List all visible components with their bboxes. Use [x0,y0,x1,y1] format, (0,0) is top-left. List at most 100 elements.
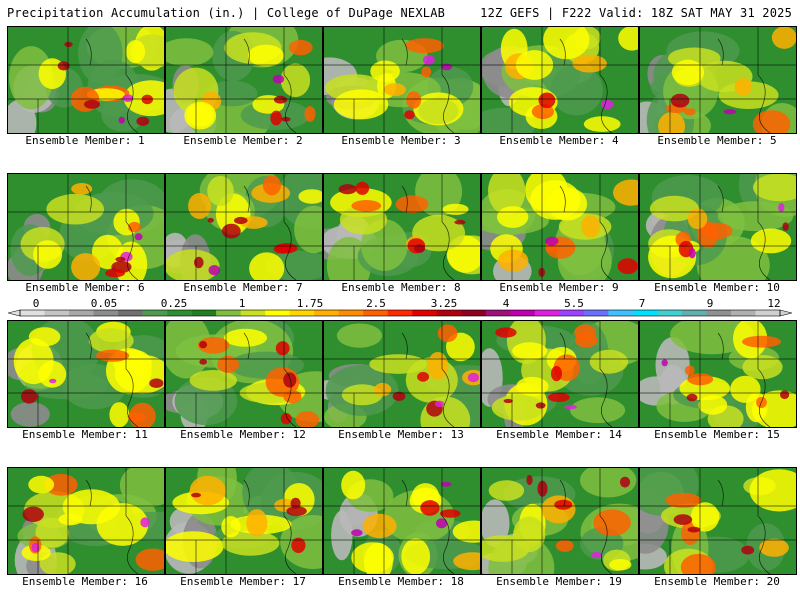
precip-field [8,468,164,574]
precip-field [482,468,638,574]
colorbar-tick-label: 1.75 [297,297,324,310]
ensemble-member-label: Ensemble Member: 10 [654,281,780,294]
ensemble-member-map [165,467,323,575]
colorbar-swatch [167,310,192,316]
colorbar-swatch [216,310,241,316]
colorbar-swatch [681,310,707,316]
colorbar-swatch [608,310,634,316]
ensemble-member-label: Ensemble Member: 7 [183,281,303,294]
colorbar-swatch [583,310,609,316]
colorbar-swatch [657,310,683,316]
colorbar-swatch [755,310,781,316]
precip-field [482,174,638,280]
ensemble-member-map [639,320,797,428]
ensemble-member-label: Ensemble Member: 20 [654,575,780,588]
precip-field [166,468,322,574]
precip-field [324,321,480,427]
ensemble-member-map [323,173,481,281]
colorbar-tick-label: 2.5 [366,297,386,310]
colorbar-tick-label: 5.5 [564,297,584,310]
colorbar-swatch [265,310,290,316]
colorbar-swatch [461,310,487,316]
precip-field [482,27,638,133]
ensemble-member-label: Ensemble Member: 1 [25,134,145,147]
colorbar-swatch [69,310,94,316]
colorbar-tick-label: 9 [707,297,714,310]
ensemble-member-label: Ensemble Member: 12 [180,428,306,441]
ensemble-member-label: Ensemble Member: 11 [22,428,148,441]
ensemble-member-map [323,320,481,428]
colorbar-swatch [44,310,70,316]
colorbar-swatch [93,310,119,316]
precip-field [8,174,164,280]
ensemble-member-map [165,320,323,428]
ensemble-member-map [7,26,165,134]
colorbar-swatch [191,310,217,316]
ensemble-member-label: Ensemble Member: 17 [180,575,306,588]
precip-field [482,321,638,427]
colorbar-svg: 0 0.05 0.25 1 1.75 2.5 3.25 4 5.5 7 9 12 [8,297,792,317]
colorbar-tick-label: 12 [767,297,780,310]
colorbar-swatch [412,310,438,316]
precip-field [8,321,164,427]
ensemble-member-map [481,320,639,428]
precip-field [324,27,480,133]
ensemble-member-map [481,467,639,575]
colorbar-swatch [338,310,364,316]
precip-field [640,27,796,133]
ensemble-member-map [481,173,639,281]
colorbar-swatch [510,310,536,316]
ensemble-member-map [165,173,323,281]
colorbar-tick-label: 1 [239,297,246,310]
colorbar-swatch [632,310,658,316]
colorbar-tick-label: 0.05 [91,297,118,310]
ensemble-member-map [481,26,639,134]
ensemble-member-label: Ensemble Member: 16 [22,575,148,588]
colorbar-swatch [730,310,756,316]
ensemble-member-map [7,320,165,428]
precip-field [324,468,480,574]
ensemble-member-label: Ensemble Member: 4 [499,134,619,147]
colorbar-swatch [485,310,511,316]
colorbar-swatch [534,310,560,316]
ensemble-member-label: Ensemble Member: 18 [338,575,464,588]
ensemble-member-label: Ensemble Member: 5 [657,134,777,147]
ensemble-member-map [639,173,797,281]
ensemble-member-label: Ensemble Member: 9 [499,281,619,294]
colorbar-swatch [118,310,143,316]
colorbar-swatch [289,310,315,316]
ensemble-member-label: Ensemble Member: 3 [341,134,461,147]
ensemble-member-map [7,467,165,575]
precip-field [8,27,164,133]
ensemble-member-label: Ensemble Member: 14 [496,428,622,441]
colorbar-tick-label: 3.25 [431,297,458,310]
ensemble-member-map [165,26,323,134]
colorbar-swatch [387,310,413,316]
colorbar-tick-label: 0 [33,297,40,310]
ensemble-member-map [639,467,797,575]
ensemble-member-label: Ensemble Member: 2 [183,134,303,147]
run-valid-time: 12Z GEFS | F222 Valid: 18Z SAT MAY 31 20… [480,6,792,20]
colorbar-tick-label: 4 [503,297,510,310]
precip-field [640,468,796,574]
precip-field [324,174,480,280]
colorbar-tick-label: 7 [639,297,646,310]
precip-field [166,174,322,280]
product-title: Precipitation Accumulation (in.) | Colle… [7,6,446,20]
colorbar-end-arrow [8,309,21,317]
colorbar-swatch [314,310,340,316]
ensemble-member-label: Ensemble Member: 15 [654,428,780,441]
colorbar-swatch [142,310,168,316]
colorbar-tick-label: 0.25 [161,297,188,310]
ensemble-member-map [323,26,481,134]
colorbar-swatch [706,310,732,316]
colorbar-swatch [240,310,266,316]
ensemble-member-map [7,173,165,281]
ensemble-member-label: Ensemble Member: 13 [338,428,464,441]
colorbar-swatch [363,310,389,316]
ensemble-member-label: Ensemble Member: 19 [496,575,622,588]
precip-field [640,174,796,280]
colorbar-end-arrow [779,309,792,317]
ensemble-member-map [323,467,481,575]
ensemble-member-label: Ensemble Member: 6 [25,281,145,294]
